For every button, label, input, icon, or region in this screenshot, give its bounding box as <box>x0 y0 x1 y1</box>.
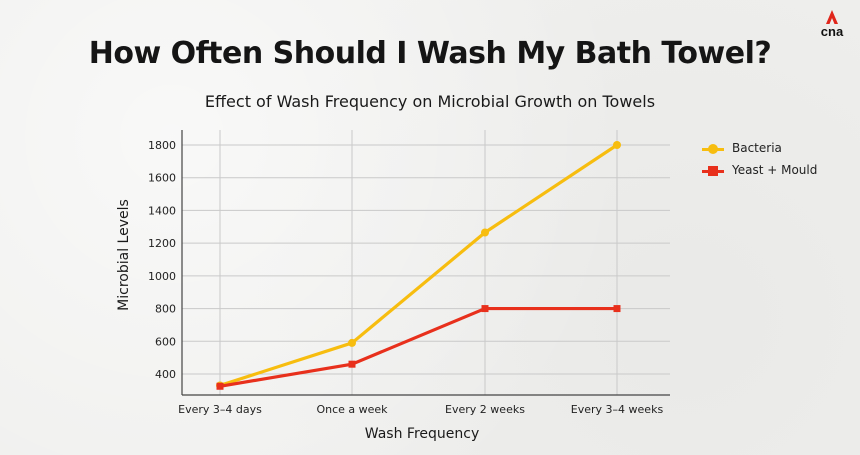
y-tick-label: 1400 <box>148 204 176 217</box>
series-line-bacteria <box>219 143 618 387</box>
x-tick-label: Every 2 weeks <box>445 403 525 416</box>
y-axis-title: Microbial Levels <box>116 199 132 311</box>
chart-title: Effect of Wash Frequency on Microbial Gr… <box>204 92 656 111</box>
point-yeast-mould <box>216 382 224 390</box>
legend-label-yeast-mould: Yeast + Mould <box>732 163 818 177</box>
point-yeast-mould <box>613 305 621 313</box>
y-tick-label: 600 <box>155 335 176 348</box>
page-title: How Often Should I Wash My Bath Towel? <box>88 36 772 71</box>
point-bacteria <box>613 141 621 149</box>
y-tick-label: 800 <box>155 303 176 316</box>
x-axis-title: Wash Frequency <box>365 426 479 442</box>
legend-marker-bacteria <box>708 144 718 154</box>
y-tick-label: 1200 <box>148 237 176 250</box>
legend-marker-yeast-mould <box>708 166 718 176</box>
series-line-yeast-mould <box>219 306 617 388</box>
point-bacteria <box>481 228 489 237</box>
point-yeast-mould <box>481 305 489 313</box>
cna-logo-text: cna <box>820 24 844 39</box>
grid-layer <box>181 130 670 396</box>
x-tick-label: Once a week <box>316 403 388 416</box>
y-tick-label: 1800 <box>148 139 176 152</box>
series-layer <box>216 141 621 390</box>
point-yeast-mould <box>348 360 356 368</box>
cna-logo <box>826 10 838 24</box>
y-tick-label: 1600 <box>148 172 176 185</box>
x-tick-label: Every 3–4 days <box>178 403 262 416</box>
tick-layer: 400 600 800 1000 1200 1400 1600 1800 Every 3–4 d… <box>148 139 663 416</box>
x-tick-label: Every 3–4 weeks <box>571 403 664 416</box>
legend-label-bacteria: Bacteria <box>732 141 782 155</box>
y-tick-label: 1000 <box>148 270 176 283</box>
point-bacteria <box>348 338 356 347</box>
y-tick-label: 400 <box>155 368 176 381</box>
